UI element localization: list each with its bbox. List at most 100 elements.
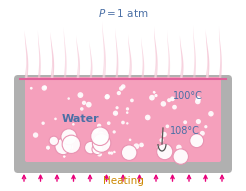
Point	[105, 96, 109, 99]
Point	[82, 101, 86, 104]
Polygon shape	[128, 34, 132, 79]
FancyBboxPatch shape	[14, 75, 232, 173]
Point	[195, 139, 199, 142]
Polygon shape	[167, 31, 170, 79]
Polygon shape	[64, 28, 67, 79]
Point	[157, 146, 161, 149]
Point	[107, 122, 111, 125]
Point	[89, 146, 93, 149]
Polygon shape	[50, 32, 54, 79]
Point	[162, 133, 166, 136]
Point	[95, 148, 99, 151]
Point	[179, 155, 183, 158]
Point	[69, 143, 73, 146]
Point	[196, 100, 200, 103]
Text: $P = 1$ atm: $P = 1$ atm	[98, 7, 148, 19]
Point	[204, 125, 208, 128]
Point	[43, 86, 47, 89]
Point	[196, 120, 200, 123]
Point	[163, 150, 167, 153]
Point	[121, 121, 125, 124]
Point	[80, 107, 84, 110]
Point	[128, 138, 132, 141]
Polygon shape	[76, 36, 80, 79]
Polygon shape	[154, 45, 156, 79]
Point	[96, 135, 100, 138]
Text: Heating: Heating	[103, 176, 143, 186]
Point	[98, 152, 102, 155]
Text: 100°C: 100°C	[173, 91, 203, 101]
Point	[41, 122, 45, 125]
Point	[67, 135, 71, 138]
Point	[154, 94, 158, 97]
Point	[46, 146, 50, 149]
Point	[110, 152, 114, 155]
Polygon shape	[181, 53, 182, 79]
Point	[125, 107, 129, 110]
Polygon shape	[206, 48, 208, 79]
Point	[160, 139, 164, 142]
Point	[71, 123, 75, 126]
Point	[125, 122, 129, 125]
Polygon shape	[25, 50, 27, 79]
Point	[134, 145, 138, 148]
Point	[94, 129, 98, 133]
Point	[119, 87, 123, 90]
Point	[99, 133, 103, 136]
Point	[167, 99, 171, 102]
Point	[150, 96, 154, 99]
Point	[170, 97, 174, 100]
Polygon shape	[129, 48, 131, 79]
Point	[177, 146, 181, 149]
Point	[68, 146, 72, 149]
Point	[61, 145, 65, 148]
Point	[67, 97, 71, 100]
Point	[54, 117, 58, 120]
Point	[29, 87, 33, 90]
Point	[196, 97, 200, 100]
Polygon shape	[77, 49, 79, 79]
Point	[130, 99, 134, 102]
Point	[42, 87, 46, 90]
Point	[209, 112, 213, 115]
Text: Water: Water	[61, 114, 99, 124]
Polygon shape	[219, 26, 222, 79]
Point	[127, 151, 131, 154]
Point	[87, 103, 91, 106]
Point	[161, 102, 165, 105]
Point	[108, 151, 111, 155]
Point	[139, 143, 143, 146]
Polygon shape	[115, 28, 118, 79]
Polygon shape	[154, 27, 158, 79]
Point	[152, 91, 156, 94]
Point	[125, 111, 129, 114]
Polygon shape	[38, 30, 41, 79]
Point	[200, 132, 204, 135]
Point	[105, 95, 109, 98]
Point	[165, 125, 169, 128]
Point	[183, 121, 187, 124]
Point	[113, 112, 117, 115]
Polygon shape	[206, 30, 209, 79]
Point	[172, 106, 176, 109]
Point	[146, 116, 150, 119]
Polygon shape	[193, 25, 196, 79]
Point	[115, 106, 119, 109]
Point	[62, 155, 66, 158]
Polygon shape	[141, 37, 144, 79]
Point	[98, 135, 102, 138]
Point	[121, 85, 125, 88]
Point	[34, 134, 38, 137]
Point	[117, 91, 121, 95]
Point	[97, 124, 101, 127]
Text: 108°C: 108°C	[170, 126, 200, 136]
Point	[112, 151, 116, 154]
Point	[100, 142, 104, 145]
Polygon shape	[103, 46, 105, 79]
Polygon shape	[25, 30, 28, 79]
FancyBboxPatch shape	[25, 77, 221, 162]
Polygon shape	[102, 22, 106, 79]
Point	[52, 139, 56, 142]
Polygon shape	[180, 35, 184, 79]
Point	[112, 130, 116, 134]
